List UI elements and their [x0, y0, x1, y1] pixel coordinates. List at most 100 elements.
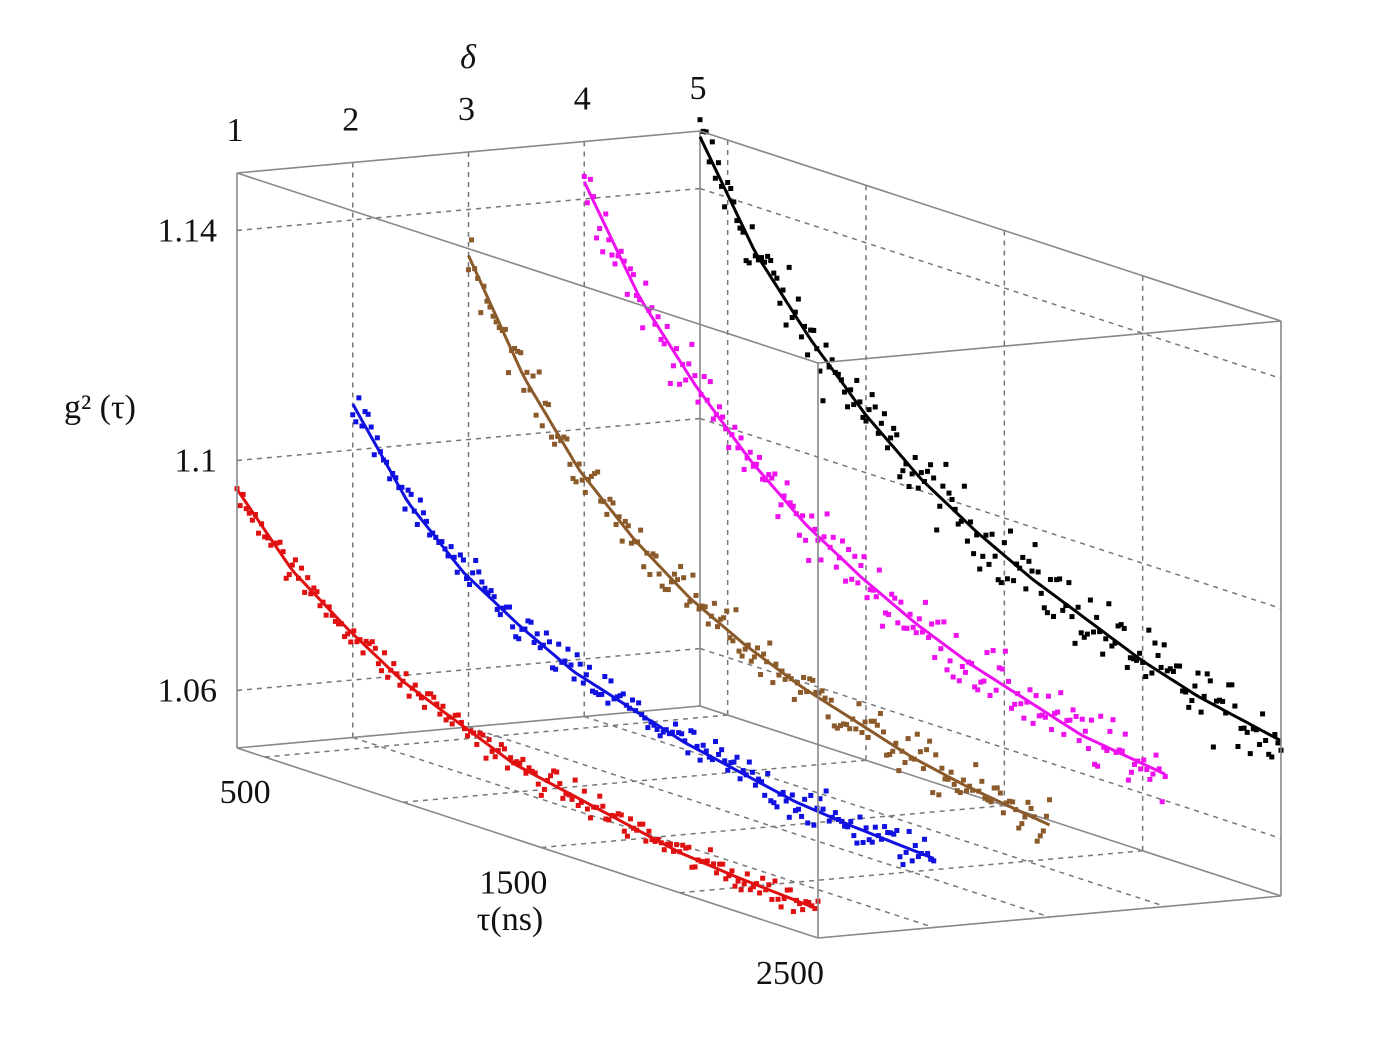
data-point — [1155, 653, 1161, 659]
data-point — [885, 829, 891, 835]
data-point — [299, 565, 305, 571]
data-point — [497, 612, 503, 618]
data-point — [505, 765, 511, 771]
data-point — [823, 788, 829, 794]
data-point — [842, 823, 848, 829]
data-point — [855, 580, 861, 586]
data-point — [808, 327, 814, 333]
data-point — [619, 538, 625, 544]
data-point — [600, 803, 606, 809]
data-point — [1275, 740, 1281, 746]
data-point — [870, 587, 876, 593]
box-edge — [236, 172, 819, 364]
data-point — [862, 719, 868, 725]
data-point — [332, 618, 338, 624]
data-point — [885, 445, 891, 451]
data-point — [305, 575, 311, 581]
data-point — [382, 650, 388, 656]
data-point — [1250, 726, 1256, 732]
data-point — [521, 387, 527, 393]
data-point — [1033, 693, 1039, 699]
data-point — [684, 602, 690, 608]
fit-curve — [582, 181, 1166, 776]
data-point — [841, 721, 847, 727]
data-point — [919, 629, 925, 635]
data-point — [457, 552, 463, 558]
data-point — [676, 730, 682, 736]
data-point — [828, 697, 834, 703]
data-point — [1026, 558, 1032, 564]
data-point — [362, 409, 368, 415]
data-point — [641, 564, 647, 570]
data-point — [1054, 577, 1060, 583]
data-point — [703, 129, 709, 135]
data-point — [953, 632, 959, 638]
data-point — [773, 661, 779, 667]
data-point — [405, 487, 411, 493]
data-point — [622, 518, 628, 524]
data-point — [805, 820, 811, 826]
data-point — [391, 661, 397, 667]
data-point — [771, 800, 777, 806]
data-point — [1118, 622, 1124, 628]
data-point — [469, 237, 475, 243]
data-point — [369, 639, 375, 645]
data-point — [720, 861, 726, 867]
data-point — [354, 639, 360, 645]
data-point — [550, 665, 556, 671]
data-point — [746, 260, 752, 266]
data-point — [1000, 810, 1006, 816]
data-point — [802, 323, 808, 329]
data-point — [1090, 629, 1096, 635]
data-point — [335, 621, 341, 627]
box-edge — [236, 747, 819, 939]
data-point — [748, 658, 754, 664]
data-point — [772, 471, 778, 477]
data-point — [781, 493, 787, 499]
data-point — [387, 476, 393, 482]
data-point — [1269, 754, 1275, 760]
data-point — [1201, 693, 1207, 699]
data-point — [709, 139, 715, 145]
data-point — [549, 434, 554, 440]
data-point — [896, 768, 902, 774]
data-point — [417, 497, 423, 503]
data-point — [573, 479, 579, 485]
data-point — [526, 765, 532, 771]
data-point — [618, 812, 624, 818]
data-point — [795, 806, 801, 812]
data-point — [1041, 605, 1047, 611]
data-point — [465, 733, 471, 739]
data-point — [932, 655, 938, 661]
data-point — [502, 326, 508, 332]
data-point — [768, 798, 774, 804]
data-point — [909, 471, 915, 477]
data-point — [740, 768, 746, 774]
data-point — [1067, 717, 1073, 723]
box-edge — [817, 320, 1282, 364]
data-point — [941, 619, 947, 625]
data-point — [798, 689, 803, 695]
data-point — [1012, 701, 1018, 707]
data-point — [326, 604, 332, 610]
data-point — [570, 475, 576, 481]
data-point — [449, 721, 455, 727]
data-point — [480, 732, 486, 738]
data-point — [906, 484, 912, 490]
data-point — [485, 590, 491, 596]
data-point — [437, 711, 443, 717]
data-point — [692, 373, 698, 379]
data-point — [1081, 634, 1087, 640]
delta-tick-label: 3 — [458, 91, 475, 128]
data-point — [956, 678, 962, 684]
data-point — [817, 796, 823, 802]
data-point — [1147, 776, 1153, 782]
data-point — [537, 645, 543, 651]
data-point — [621, 258, 627, 264]
data-point — [1217, 697, 1223, 703]
data-point — [618, 248, 624, 254]
data-point — [743, 258, 749, 264]
data-point — [581, 173, 587, 179]
data-point — [900, 468, 906, 474]
data-point — [667, 380, 673, 386]
